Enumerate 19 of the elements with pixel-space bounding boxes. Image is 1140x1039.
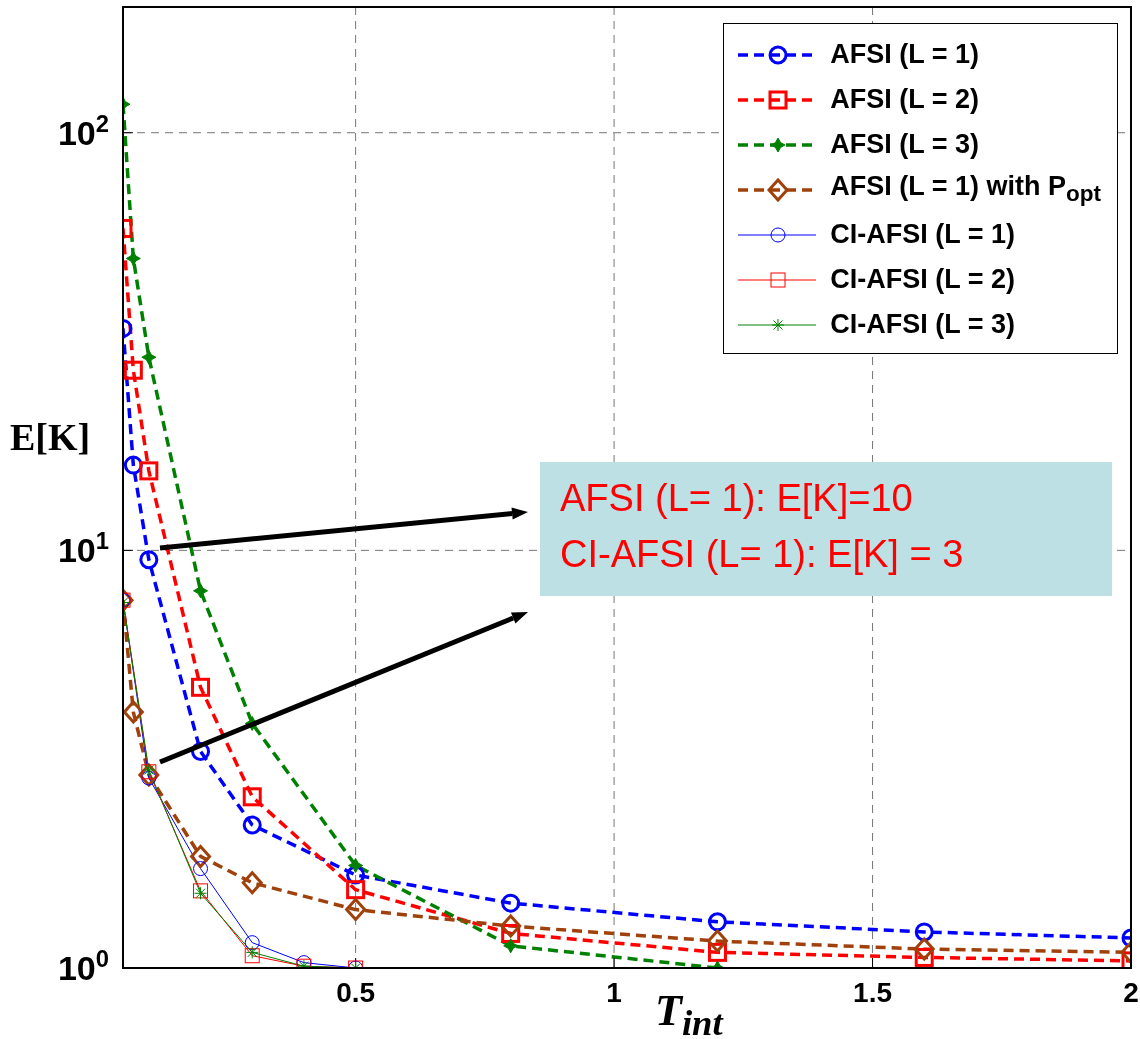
y-tick-label: 10$^{0}$: [57, 944, 109, 987]
y-tick-label: 10$^{1}$: [57, 526, 109, 570]
note-box: AFSI (L= 1): E[K]=10 CI-AFSI (L= 1): E[K] = 3: [540, 462, 1112, 596]
legend-label: CI-AFSI (L = 1): [830, 219, 1016, 250]
x-axis-title: T$_{int}$: [655, 985, 723, 1039]
legend-label: AFSI (L = 1): [830, 39, 980, 70]
legend-label: AFSI (L = 3): [830, 129, 980, 160]
x-tick-label: 2: [1123, 977, 1139, 1008]
legend-label: AFSI (L = 2): [830, 84, 980, 115]
legend-label: CI-AFSI (L = 2): [830, 264, 1016, 295]
y-axis-title: E[K]: [10, 415, 91, 459]
annotation: CI-AFSI (L= 1): E[K] = 3: [560, 532, 965, 577]
x-tick-label: 0.5: [336, 977, 376, 1008]
x-tick-label: 1: [606, 977, 622, 1008]
legend-label: CI-AFSI (L = 3): [830, 309, 1016, 340]
legend-label: AFSI (L = 1) with P$_{opt}$: [830, 171, 1101, 208]
x-tick-label: 1.5: [853, 977, 893, 1008]
y-tick-label: 10$^{2}$: [57, 109, 109, 152]
annotation: AFSI (L= 1): E[K]=10: [560, 476, 914, 521]
